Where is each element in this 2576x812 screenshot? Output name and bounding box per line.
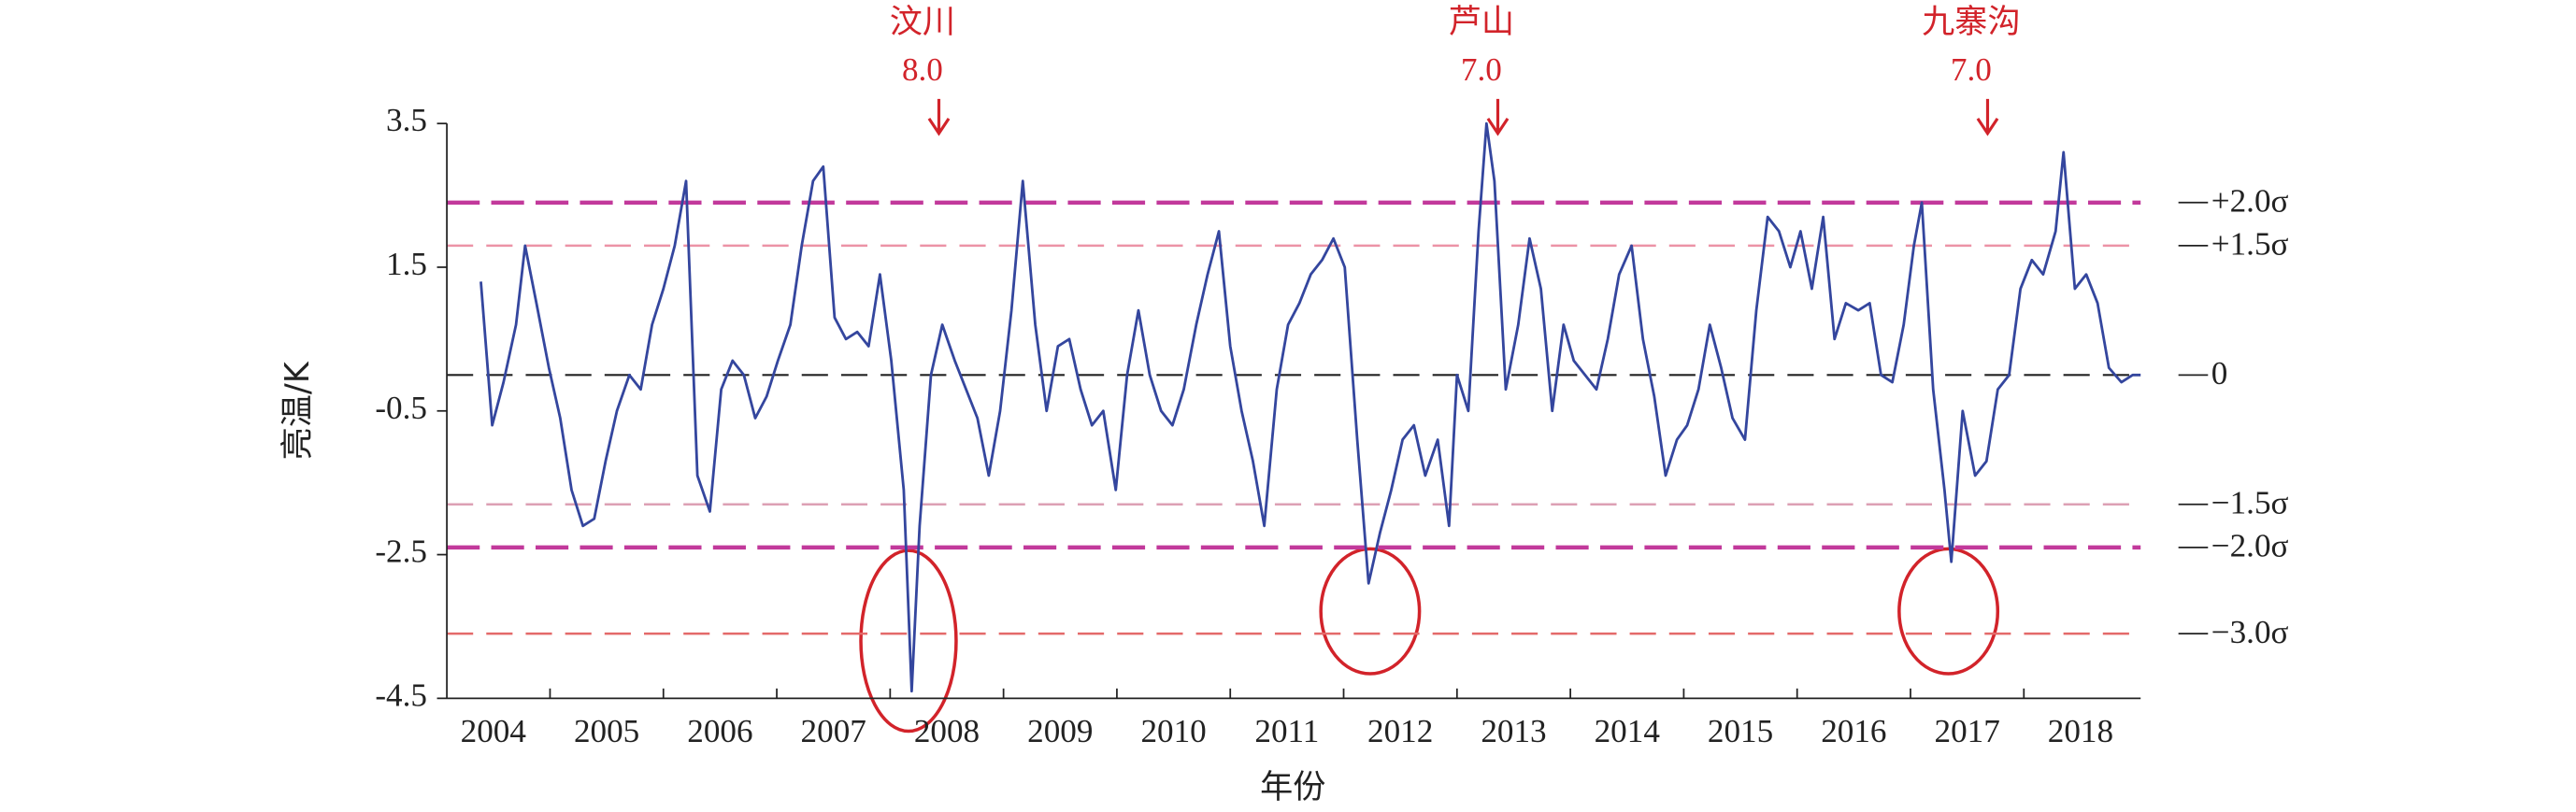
- x-tick-label: 2010: [1140, 713, 1206, 749]
- x-tick-label: 2016: [1821, 713, 1886, 749]
- x-axis-label: 年份: [1260, 768, 1325, 806]
- x-tick-label: 2017: [1935, 713, 2000, 749]
- y-axis-label: 亮温/K: [279, 361, 317, 460]
- x-tick-label: 2004: [461, 713, 527, 749]
- event-arrow: [1976, 98, 1999, 136]
- x-tick-label: 2008: [914, 713, 980, 749]
- event-arrow: [927, 98, 951, 136]
- event-arrow: [1486, 98, 1510, 136]
- y-tick-label: -4.5: [375, 677, 427, 713]
- x-tick-label: 2009: [1027, 713, 1093, 749]
- event-magnitude: 7.0: [1461, 51, 1502, 88]
- event-magnitude: 8.0: [902, 51, 943, 88]
- highlight-circle: [1319, 547, 1422, 676]
- x-tick-label: 2012: [1367, 713, 1433, 749]
- reference-label: −3.0σ: [2211, 614, 2289, 650]
- x-tick-label: 2018: [2048, 713, 2113, 749]
- reference-label: −2.0σ: [2211, 528, 2289, 564]
- x-tick-label: 2011: [1254, 713, 1319, 749]
- y-tick-label: 3.5: [386, 102, 427, 138]
- event-name: 汶川: [890, 3, 955, 41]
- reference-label: +1.5σ: [2211, 226, 2289, 263]
- y-tick-label: 1.5: [386, 246, 427, 282]
- x-tick-label: 2006: [687, 713, 752, 749]
- reference-label: −1.5σ: [2211, 485, 2289, 521]
- highlight-circle: [859, 548, 958, 734]
- x-tick-label: 2014: [1595, 713, 1661, 749]
- highlight-circle: [1897, 547, 2000, 676]
- x-tick-label: 2005: [574, 713, 639, 749]
- reference-label: +2.0σ: [2211, 183, 2289, 220]
- event-name: 九寨沟: [1922, 3, 2020, 41]
- x-tick-label: 2007: [801, 713, 866, 749]
- reference-label: 0: [2211, 355, 2228, 392]
- y-tick-label: -2.5: [375, 534, 427, 570]
- event-magnitude: 7.0: [1951, 51, 1992, 88]
- data-line: [479, 121, 2141, 693]
- x-tick-label: 2013: [1481, 713, 1546, 749]
- x-tick-label: 2015: [1708, 713, 1773, 749]
- event-name: 芦山: [1449, 3, 1514, 41]
- y-tick-label: -0.5: [375, 390, 427, 426]
